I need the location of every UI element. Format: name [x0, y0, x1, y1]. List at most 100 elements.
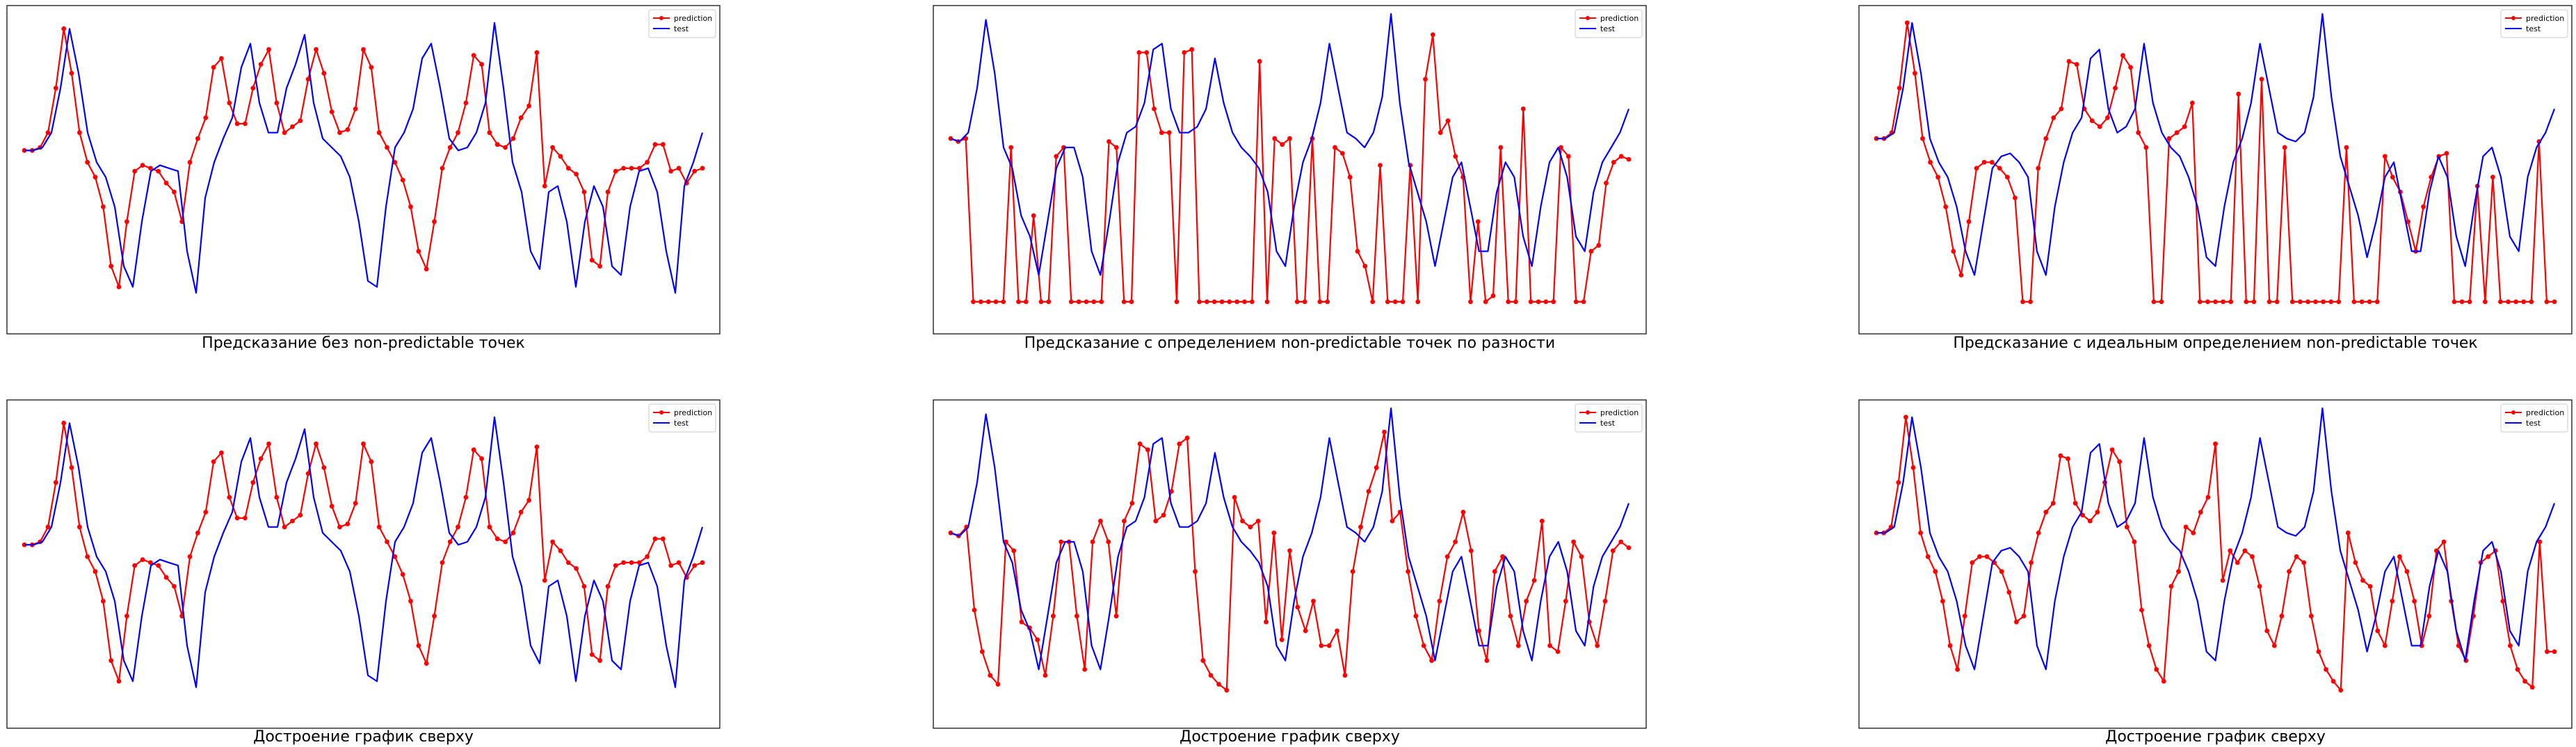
data-point	[2154, 667, 2159, 672]
data-point	[1468, 548, 1474, 554]
data-point	[1011, 548, 1017, 554]
data-point	[1182, 50, 1187, 55]
data-point	[1008, 145, 1014, 150]
data-point	[234, 121, 240, 127]
data-point	[993, 299, 999, 305]
data-point	[2506, 299, 2511, 305]
data-point	[416, 643, 421, 648]
data-point	[1335, 628, 1339, 634]
data-point	[2191, 530, 2196, 536]
data-point	[1216, 682, 1221, 687]
data-point	[243, 121, 248, 127]
data-point	[2043, 136, 2049, 141]
data-point	[77, 130, 82, 136]
data-point	[558, 548, 563, 554]
data-point	[219, 56, 224, 61]
plot-frame	[933, 399, 1647, 729]
data-point	[1303, 628, 1308, 634]
chart-panel-6: prediction test Достроение график сверху	[1858, 399, 2573, 746]
data-point	[2251, 299, 2257, 305]
legend-label: test	[674, 24, 689, 33]
data-point	[408, 598, 413, 604]
data-point	[2441, 539, 2447, 545]
data-point	[2139, 607, 2144, 613]
data-point	[250, 86, 256, 91]
data-point	[1378, 163, 1383, 168]
data-point	[1121, 299, 1127, 305]
legend-label: prediction	[1600, 14, 1639, 23]
data-point	[550, 145, 555, 150]
data-point	[1543, 299, 1549, 305]
data-point	[2508, 643, 2513, 648]
data-point	[2136, 130, 2141, 136]
data-point	[2367, 584, 2373, 589]
data-point	[597, 658, 602, 664]
data-point	[1001, 299, 1006, 305]
data-point	[995, 682, 1001, 687]
data-point	[1362, 264, 1368, 269]
data-point	[219, 450, 224, 456]
data-point	[369, 65, 374, 70]
data-point	[2080, 513, 2086, 517]
data-point	[1019, 619, 1024, 625]
data-point	[2020, 299, 2025, 305]
data-point	[258, 456, 264, 461]
data-point	[1445, 118, 1451, 124]
data-point	[2244, 299, 2249, 305]
data-point	[1385, 299, 1390, 305]
data-point	[1400, 299, 1406, 305]
data-point	[2331, 679, 2336, 684]
data-point	[2490, 175, 2495, 180]
data-point	[2213, 441, 2218, 447]
data-point	[321, 465, 327, 470]
data-point	[1896, 480, 1901, 485]
data-point	[227, 495, 232, 500]
data-point	[574, 172, 579, 177]
data-point	[101, 598, 106, 604]
data-point	[321, 70, 327, 76]
data-point	[2198, 509, 2203, 515]
data-point	[1935, 175, 1941, 180]
data-point	[1484, 658, 1490, 664]
data-point	[581, 189, 587, 195]
data-point	[116, 284, 122, 289]
data-point	[1430, 32, 1435, 38]
data-point	[2120, 53, 2125, 58]
data-point	[432, 219, 437, 225]
data-point	[2105, 115, 2110, 120]
data-point	[2124, 524, 2130, 530]
data-point	[1531, 578, 1537, 583]
data-point	[692, 168, 698, 174]
data-point	[1106, 139, 1111, 144]
data-point	[69, 465, 74, 470]
data-point	[1444, 554, 1450, 559]
data-point	[1137, 441, 1143, 447]
data-point	[85, 554, 90, 559]
data-point	[605, 189, 611, 195]
data-point	[479, 62, 484, 67]
data-point	[1242, 299, 1247, 305]
data-point	[574, 566, 579, 571]
data-point	[187, 554, 193, 559]
data-point	[652, 142, 658, 147]
data-point	[1610, 548, 1616, 554]
data-point	[676, 560, 682, 565]
data-point	[1249, 299, 1255, 305]
legend: prediction test	[1575, 403, 1643, 433]
data-point	[2515, 667, 2520, 672]
data-point	[2308, 613, 2314, 619]
data-point	[1910, 465, 1916, 470]
data-point	[1626, 545, 1632, 550]
data-point	[479, 456, 484, 461]
data-point	[1264, 299, 1270, 305]
data-point	[1498, 145, 1504, 150]
chart-panel-5: prediction test Достроение график сверху	[933, 399, 1647, 746]
data-point	[1122, 518, 1127, 524]
data-point	[45, 524, 51, 530]
data-point	[2095, 509, 2100, 515]
plot-frame	[933, 5, 1647, 335]
data-point	[1536, 299, 1541, 305]
data-point	[2074, 62, 2079, 67]
data-point	[1240, 518, 1245, 524]
data-point	[2066, 58, 2072, 64]
